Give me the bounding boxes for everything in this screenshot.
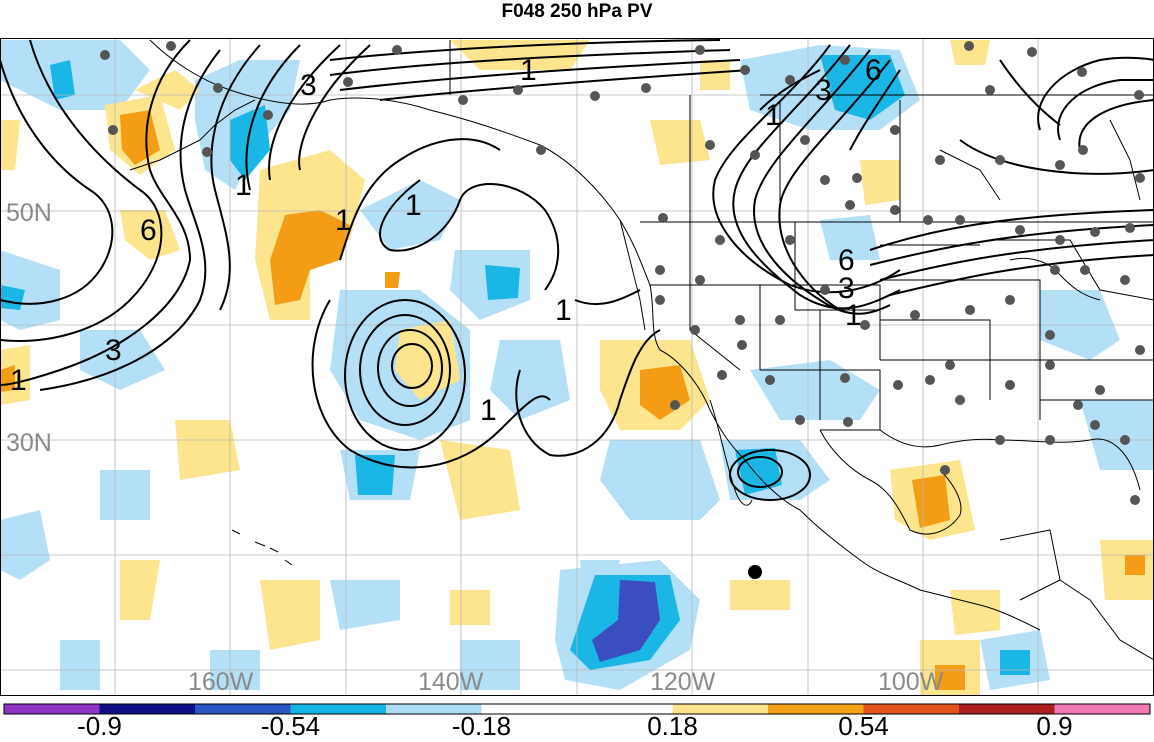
contour-label: 1 [405,189,422,222]
contour-label: 1 [555,294,572,327]
colorbar-label: 0.18 [647,711,698,741]
lon-label-160w: 160W [188,668,254,696]
colorbar-label: 0.54 [838,711,889,741]
colorbar-segment [959,704,1055,714]
colorbar-segment [863,704,960,714]
colorbar-segment [672,704,769,714]
lon-label-120w: 120W [650,668,716,696]
contour-label: 3 [300,69,317,102]
contour-label: 1 [845,299,862,332]
colorbar-segment [4,704,100,714]
lat-label-50n: 50N [6,199,52,227]
contour-label: 6 [838,244,855,277]
station-markers [100,41,1145,505]
contour-label: 1 [765,99,782,132]
colorbar-frame [3,703,1151,715]
graticule [0,38,1154,696]
colorbar-label: -0.18 [451,711,512,741]
colorbar-segment [577,704,673,714]
map-title: F048 250 hPa PV [501,1,653,22]
colorbar-label: -0.9 [77,711,122,741]
contour-label: 6 [865,54,882,87]
colorbar [3,703,1151,715]
contour-label: 1 [235,169,252,202]
contour-label: 3 [815,74,832,107]
contour-label: 1 [335,204,352,237]
colorbar-segment [99,704,196,714]
lat-label-30n: 30N [6,429,52,457]
positive-anomaly-mid [0,110,1145,690]
pv-contours [0,39,1154,501]
colorbar-label: -0.54 [260,711,321,741]
contour-label: 1 [10,364,27,397]
colorbar-segment [290,704,387,714]
negative-anomaly-dark [592,580,660,662]
colorbar-segment [768,704,864,714]
contour-label: 6 [140,214,157,247]
colorbar-label: 0.9 [1036,711,1073,741]
contour-label: 1 [480,394,497,427]
pv-map: 1 3 1 6 1 1 1 3 1 1 6 3 1 6 3 1 [0,38,1154,696]
lon-label-140w: 140W [418,668,484,696]
colorbar-segment [1054,704,1151,714]
contour-label: 3 [838,272,855,305]
colorbar-segment [195,704,291,714]
contour-label: 1 [520,54,537,87]
contour-label: 3 [105,334,122,367]
colorbar-segment [481,704,578,714]
colorbar-segment [386,704,482,714]
contour-labels: 1 3 1 6 1 1 1 3 1 1 6 3 1 6 3 1 [10,54,882,427]
highlight-marker [748,565,762,579]
lon-label-100w: 100W [878,668,944,696]
